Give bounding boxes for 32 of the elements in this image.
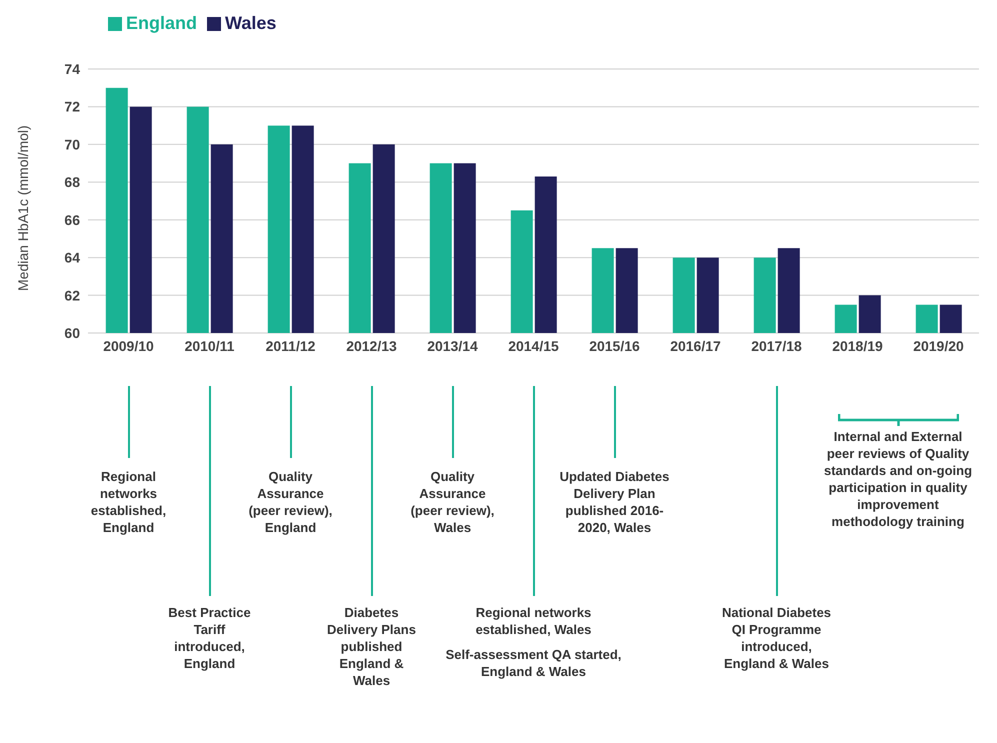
y-tick-label: 68 [64, 174, 80, 190]
x-tick-label: 2014/15 [508, 338, 560, 354]
x-tick-label: 2011/12 [266, 338, 316, 354]
y-tick-label: 62 [64, 287, 80, 304]
x-tick-label: 2019/20 [913, 338, 964, 354]
text: National Diabetes QI Programme introduced, England & Wales [722, 604, 832, 672]
x-tick-label: 2009/10 [103, 338, 154, 354]
y-tick-label: 64 [64, 250, 80, 266]
x-tick-label: 2013/14 [427, 338, 478, 354]
x-tick-label: 2016/17 [670, 338, 722, 354]
y-tick-label: 74 [64, 60, 80, 77]
text: Regional networks established, England [90, 468, 168, 536]
text: Regional networks established, Wales [474, 604, 592, 638]
y-tick-label: 70 [64, 136, 80, 152]
text: Quality Assurance (peer review), England [248, 468, 334, 536]
y-tick-label: 60 [64, 324, 80, 341]
y-tick-label: 66 [64, 212, 80, 228]
text: Self-assessment QA started, England & Wales [444, 646, 622, 680]
x-tick-label: 2015/16 [589, 338, 640, 354]
text: Quality Assurance (peer review), Wales [410, 468, 496, 536]
x-tick-label: 2012/13 [346, 338, 398, 354]
x-tick-label: 2017/18 [751, 338, 802, 354]
x-tick-label: 2018/19 [832, 338, 884, 354]
y-axis-title: Median HbA1c (mmol/mol) [14, 125, 31, 291]
x-tick-label: 2010/11 [184, 338, 235, 354]
text: Best Practice Tariff introduced, England [167, 604, 252, 672]
text: Diabetes Delivery Plans published England & Wales [326, 604, 417, 689]
y-tick-label: 72 [64, 98, 80, 115]
legend-label: Wales [225, 13, 276, 33]
text: Updated Diabetes Delivery Plan published 2016-2020, Wales [558, 468, 670, 536]
text: Internal and External peer reviews of Quality standards and on-going participation in quality improvement methodology training [823, 428, 973, 530]
legend-label: England [126, 13, 197, 33]
